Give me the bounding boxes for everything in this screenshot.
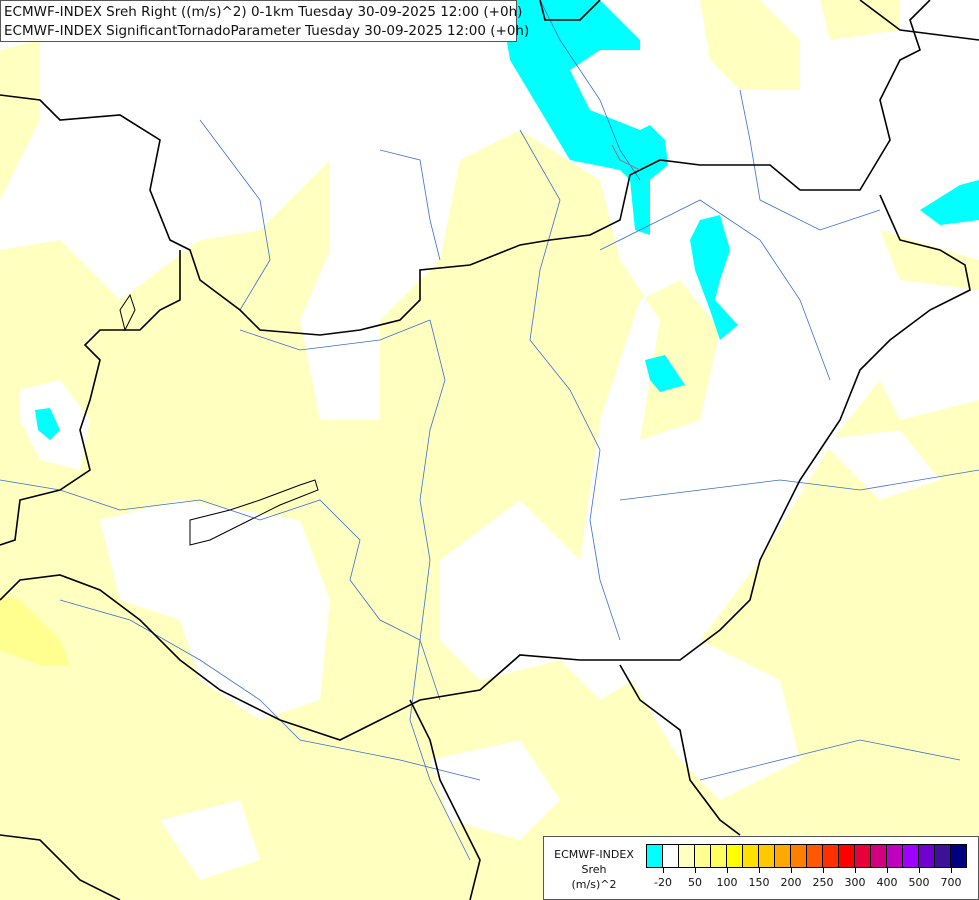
legend-swatch — [871, 845, 887, 867]
legend-tick-mark — [855, 867, 856, 873]
legend-tick-label: 500 — [908, 876, 930, 889]
legend-tick-label: -20 — [654, 876, 672, 889]
legend-swatch — [711, 845, 727, 867]
legend-swatch — [775, 845, 791, 867]
legend-swatch — [727, 845, 743, 867]
legend-tick-mark — [951, 867, 952, 873]
legend-swatch — [807, 845, 823, 867]
legend-swatch — [951, 845, 966, 867]
legend-swatch — [855, 845, 871, 867]
legend-tick-label: 50 — [688, 876, 702, 889]
legend-swatch — [679, 845, 695, 867]
legend-swatch — [823, 845, 839, 867]
region-lines — [611, 144, 641, 171]
legend-tick-mark — [695, 867, 696, 873]
legend-title-line: (m/s)^2 — [571, 878, 617, 891]
legend-swatch — [903, 845, 919, 867]
sreh-cyan-areas — [35, 0, 979, 440]
legend-tick-mark — [887, 867, 888, 873]
legend-swatch — [935, 845, 951, 867]
legend-tick-label: 150 — [748, 876, 770, 889]
legend-tick-mark — [759, 867, 760, 873]
legend-tick-mark — [727, 867, 728, 873]
legend-swatch — [663, 845, 679, 867]
legend-title: ECMWF-INDEX Sreh (m/s)^2 — [544, 847, 644, 892]
title-line-1: ECMWF-INDEX Sreh Right ((m/s)^2) 0-1km T… — [4, 4, 523, 20]
white-areas — [20, 380, 940, 880]
legend-title-line: ECMWF-INDEX — [554, 848, 634, 861]
map-title: ECMWF-INDEX Sreh Right ((m/s)^2) 0-1km T… — [0, 0, 530, 42]
legend-tick-mark — [919, 867, 920, 873]
legend-tick-label: 400 — [876, 876, 898, 889]
rivers — [0, 0, 979, 861]
legend-tick-mark — [823, 867, 824, 873]
legend-swatch — [759, 845, 775, 867]
legend-swatch — [791, 845, 807, 867]
legend-tick-label: 300 — [844, 876, 866, 889]
legend-tick-label: 100 — [716, 876, 738, 889]
legend-swatch — [743, 845, 759, 867]
legend-swatch — [887, 845, 903, 867]
legend-tick-mark — [791, 867, 792, 873]
legend-swatch — [919, 845, 935, 867]
legend-swatch — [839, 845, 855, 867]
legend-tick-label: 250 — [812, 876, 834, 889]
title-line-2: ECMWF-INDEX SignificantTornadoParameter … — [4, 23, 530, 39]
legend-tick-label: 700 — [940, 876, 962, 889]
sreh-yellow-areas — [0, 595, 70, 665]
legend-swatch — [695, 845, 711, 867]
legend-swatch — [647, 845, 663, 867]
legend-title-line: Sreh — [581, 863, 607, 876]
legend-tick-mark — [663, 867, 664, 873]
legend-color-bar — [646, 844, 967, 868]
color-legend: ECMWF-INDEX Sreh (m/s)^2 -20 50 100 150 200 2… — [543, 836, 979, 900]
legend-tick-label: 200 — [780, 876, 802, 889]
